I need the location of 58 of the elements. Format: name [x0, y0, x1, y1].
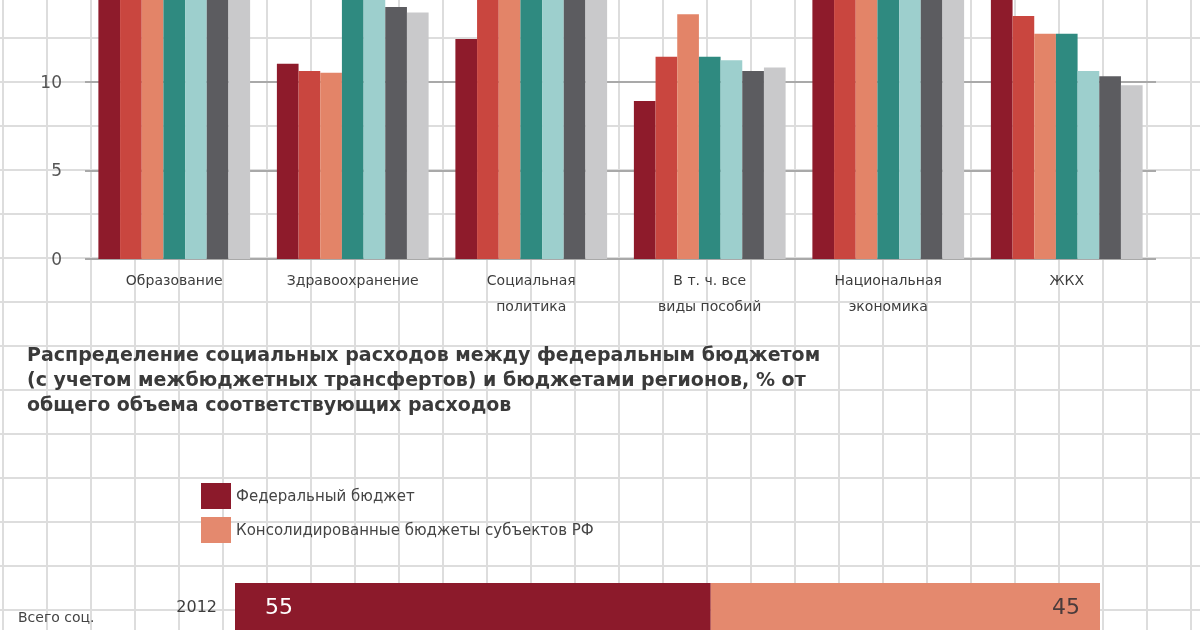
y-tick-label: 0	[51, 249, 62, 269]
bar	[855, 0, 878, 259]
bar	[1055, 33, 1078, 259]
bar	[720, 60, 743, 259]
x-tick-label: Социальная политика	[486, 272, 576, 314]
bar	[763, 67, 786, 259]
bar	[320, 72, 342, 259]
bar	[498, 0, 521, 259]
bar	[163, 0, 186, 259]
legend-label: Федеральный бюджет	[236, 487, 416, 505]
bar	[585, 0, 608, 259]
x-tick-label: ЖКХ	[1049, 272, 1085, 288]
bar	[812, 0, 835, 259]
data-label: 45	[1052, 594, 1080, 619]
bar	[141, 0, 164, 259]
bar	[98, 0, 121, 259]
x-tick-label: Здравоохранение	[286, 272, 419, 288]
bar	[520, 0, 543, 259]
y-tick-label: 2012	[176, 597, 217, 616]
bar	[1034, 33, 1056, 259]
bar	[206, 0, 229, 259]
bar	[385, 7, 407, 259]
y-tick-label: 10	[40, 71, 62, 92]
bar	[877, 0, 900, 259]
bar	[363, 0, 386, 259]
bar	[655, 56, 678, 259]
x-tick-label: Национальная экономика	[834, 272, 942, 314]
bar	[899, 0, 921, 259]
bar	[298, 70, 321, 259]
bar	[341, 0, 364, 259]
x-tick-label: В т. ч. все виды пособий	[658, 272, 762, 314]
bar	[698, 56, 721, 259]
bar	[1099, 76, 1121, 259]
y-tick-label: 5	[51, 160, 62, 181]
bar	[920, 0, 943, 259]
bar	[990, 0, 1013, 259]
bar	[455, 39, 478, 259]
x-tick-label: Образование	[125, 272, 223, 288]
bar	[677, 14, 699, 259]
bar	[942, 0, 965, 259]
bar	[742, 70, 764, 259]
legend-label: Консолидированные бюджеты субъектов РФ	[236, 521, 594, 539]
bar	[1120, 85, 1143, 259]
bar	[120, 0, 142, 259]
data-label: 55	[265, 594, 293, 619]
bar	[834, 0, 856, 259]
bar	[542, 0, 564, 259]
bar	[276, 63, 299, 259]
bar	[633, 101, 656, 259]
bar	[1012, 15, 1035, 259]
bar	[406, 12, 429, 259]
text: Всего соц.	[18, 609, 95, 625]
bar	[185, 0, 207, 259]
chart-title: Распределение социальных расходов между федеральным бюджетом (с учетом межбюджетных трансфертов) и бюджетами регионов, % от общего объема соответствующих расходов	[27, 342, 821, 415]
bar	[1077, 70, 1100, 259]
bar	[477, 0, 499, 259]
bar	[228, 0, 251, 259]
bar	[563, 0, 586, 259]
